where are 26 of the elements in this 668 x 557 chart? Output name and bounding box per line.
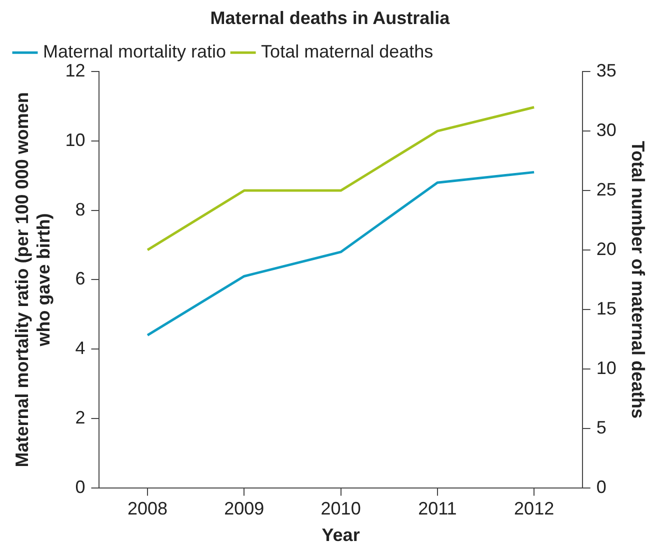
y-tick-label: 6 [75, 268, 86, 289]
y2-tick-label: 10 [596, 358, 616, 378]
x-tick-label: 2011 [418, 498, 457, 519]
y-tick-label: 10 [65, 130, 86, 150]
legend-label: Maternal mortality ratio [43, 42, 226, 62]
x-tick-label: 2009 [224, 498, 264, 519]
y-tick-label: 4 [75, 338, 86, 358]
x-tick-label: 2008 [128, 498, 168, 519]
y-tick-label: 2 [75, 407, 86, 428]
y2-tick-label: 20 [596, 238, 616, 259]
x-tick-label: 2010 [320, 498, 361, 519]
y2-tick-label: 30 [596, 120, 616, 140]
chart-title: Maternal deaths in Australia [210, 8, 451, 28]
y2-tick-label: 15 [596, 298, 616, 318]
y2-tick-label: 35 [596, 60, 616, 81]
y-axis-title: Maternal mortality ratio (per 100 000 women who gave birth) [12, 92, 54, 468]
y-tick-label: 0 [75, 476, 86, 497]
y2-tick-label: 0 [596, 476, 606, 497]
y-tick-label: 12 [65, 60, 86, 81]
legend-label: Total maternal deaths [261, 42, 434, 62]
x-axis-title: Year [322, 525, 360, 546]
x-tick-label: 2012 [514, 498, 554, 519]
y2-axis-title: Total number of maternal deaths [628, 140, 648, 419]
y2-tick-label: 25 [596, 179, 616, 200]
y-tick-label: 8 [75, 199, 86, 220]
y2-tick-label: 5 [596, 417, 606, 438]
